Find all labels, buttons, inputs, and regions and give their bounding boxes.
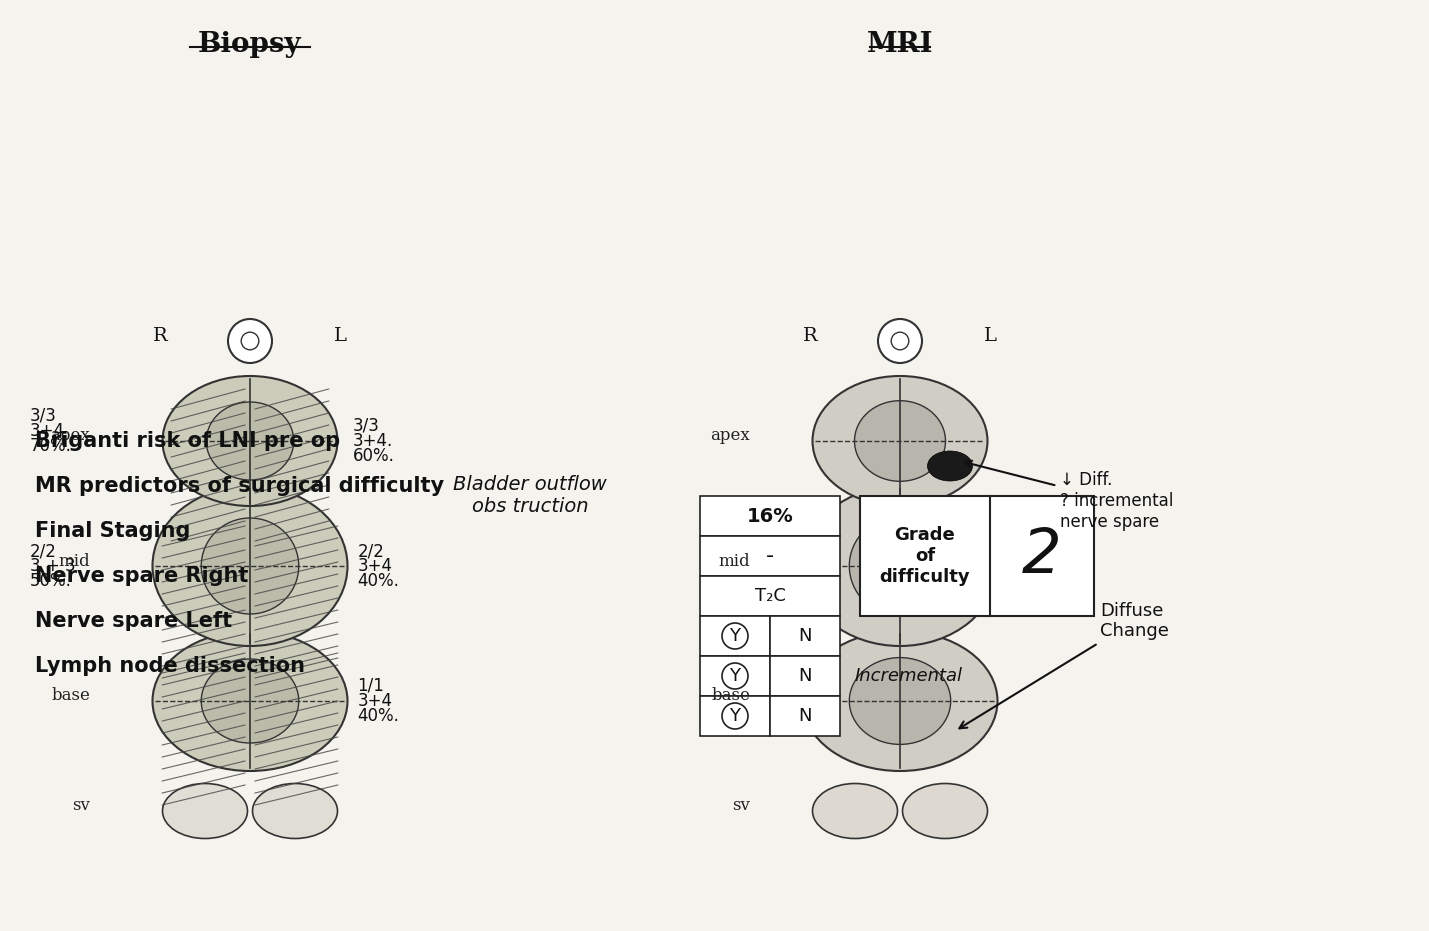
Text: 2/2: 2/2 — [30, 542, 57, 560]
Text: Nerve spare Left: Nerve spare Left — [34, 611, 231, 631]
Text: 3/3: 3/3 — [353, 417, 379, 435]
Ellipse shape — [803, 631, 997, 771]
Text: L: L — [983, 327, 996, 345]
Ellipse shape — [903, 784, 987, 839]
Text: 1/1: 1/1 — [357, 677, 384, 695]
Ellipse shape — [201, 659, 299, 743]
Text: Final Staging: Final Staging — [34, 521, 190, 541]
Text: MR predictors of surgical difficulty: MR predictors of surgical difficulty — [34, 476, 444, 496]
Bar — [700, 576, 840, 616]
Text: R: R — [153, 327, 167, 345]
Text: apex: apex — [710, 427, 750, 444]
Ellipse shape — [201, 518, 299, 614]
Bar — [770, 656, 840, 696]
Text: N: N — [799, 707, 812, 725]
Ellipse shape — [253, 784, 337, 839]
Text: Y: Y — [729, 627, 740, 645]
Text: ↓ Diff.
? incremental
nerve spare: ↓ Diff. ? incremental nerve spare — [965, 461, 1173, 531]
Text: sv: sv — [71, 798, 90, 815]
Circle shape — [722, 663, 747, 689]
Ellipse shape — [206, 402, 294, 480]
Circle shape — [892, 332, 909, 350]
Text: Grade
of
difficulty: Grade of difficulty — [880, 526, 970, 586]
Text: N: N — [799, 667, 812, 685]
Text: Y: Y — [729, 667, 740, 685]
Bar — [700, 696, 770, 736]
Text: base: base — [712, 687, 750, 705]
Ellipse shape — [803, 486, 997, 646]
Text: R: R — [803, 327, 817, 345]
Bar — [700, 656, 770, 696]
Text: Lymph node dissection: Lymph node dissection — [34, 656, 304, 676]
Text: 3+4: 3+4 — [30, 422, 64, 440]
Text: 70%.: 70%. — [30, 437, 71, 455]
Text: 3 + 3: 3 + 3 — [30, 557, 76, 575]
Text: Y: Y — [729, 707, 740, 725]
Circle shape — [242, 332, 259, 350]
Text: L: L — [333, 327, 346, 345]
Ellipse shape — [153, 486, 347, 646]
Bar — [700, 616, 770, 656]
Text: 60%.: 60%. — [353, 447, 394, 465]
Bar — [700, 536, 840, 576]
Bar — [770, 696, 840, 736]
Text: 40%.: 40%. — [357, 707, 399, 725]
Ellipse shape — [153, 631, 347, 771]
Text: 3+4: 3+4 — [357, 557, 393, 575]
Text: mid: mid — [59, 552, 90, 570]
Text: 50%.: 50%. — [30, 572, 71, 590]
Text: 2: 2 — [1022, 526, 1062, 586]
Circle shape — [722, 623, 747, 649]
Text: Briganti risk of LNI pre op: Briganti risk of LNI pre op — [34, 431, 340, 451]
Text: 40%.: 40%. — [357, 572, 399, 590]
Bar — [770, 616, 840, 656]
Text: T₂C: T₂C — [755, 587, 786, 605]
Text: 16%: 16% — [746, 506, 793, 525]
Bar — [860, 496, 1095, 616]
Text: 2/2: 2/2 — [357, 542, 384, 560]
Text: 3+4.: 3+4. — [353, 432, 393, 450]
Circle shape — [877, 319, 922, 363]
Ellipse shape — [163, 376, 337, 506]
Text: apex: apex — [50, 427, 90, 444]
Text: Diffuse
Change: Diffuse Change — [959, 601, 1169, 728]
Ellipse shape — [849, 657, 950, 745]
Ellipse shape — [927, 451, 973, 481]
Text: 3+4: 3+4 — [357, 692, 393, 710]
Bar — [700, 496, 840, 536]
Ellipse shape — [849, 517, 950, 615]
Text: N: N — [799, 627, 812, 645]
Ellipse shape — [855, 400, 946, 481]
Text: Biopsy: Biopsy — [199, 31, 302, 58]
Circle shape — [229, 319, 272, 363]
Text: MRI: MRI — [867, 31, 933, 58]
Text: Incremental: Incremental — [855, 667, 963, 685]
Text: -: - — [766, 546, 775, 566]
Text: base: base — [51, 687, 90, 705]
Ellipse shape — [813, 784, 897, 839]
Circle shape — [722, 703, 747, 729]
Ellipse shape — [163, 784, 247, 839]
Ellipse shape — [813, 376, 987, 506]
Text: sv: sv — [732, 798, 750, 815]
Text: Nerve spare Right: Nerve spare Right — [34, 566, 249, 586]
Ellipse shape — [935, 578, 975, 614]
Text: mid: mid — [719, 552, 750, 570]
Text: 3/3: 3/3 — [30, 407, 57, 425]
Text: Bladder outflow
obs truction: Bladder outflow obs truction — [453, 476, 607, 517]
